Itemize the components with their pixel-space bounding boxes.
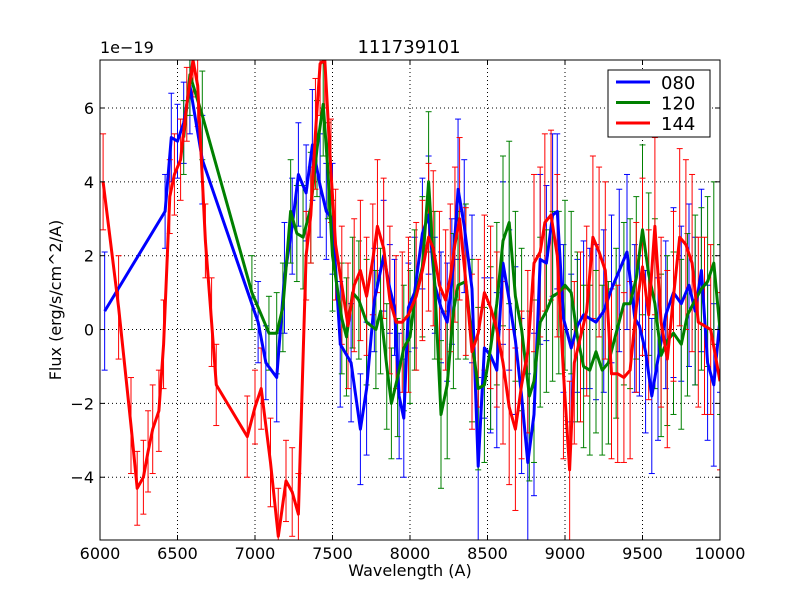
y-tick-label: 2 — [84, 247, 94, 266]
x-tick-label: 6500 — [157, 544, 198, 563]
y-axis-label: Flux (erg/s/cm^2/A) — [46, 220, 65, 381]
y-tick-label: −2 — [70, 394, 94, 413]
x-tick-label: 9000 — [545, 544, 586, 563]
y-tick-label: 0 — [84, 321, 94, 340]
x-tick-label: 6000 — [80, 544, 121, 563]
y-offset-text: 1e−19 — [100, 38, 154, 57]
x-tick-label: 7500 — [312, 544, 353, 563]
x-tick-label: 9500 — [622, 544, 663, 563]
x-tick-label: 10000 — [695, 544, 746, 563]
y-tick-label: −4 — [70, 468, 94, 487]
series-group — [100, 60, 720, 540]
y-tick-label: 6 — [84, 99, 94, 118]
series-line-144 — [101, 60, 720, 538]
x-tick-label: 8500 — [467, 544, 508, 563]
x-axis-label: Wavelength (A) — [348, 561, 471, 580]
x-tick-label: 8000 — [390, 544, 431, 563]
chart-title: 111739101 — [357, 37, 460, 58]
legend-label-120: 120 — [661, 94, 695, 115]
series-line-120 — [182, 73, 720, 416]
plot-area: 6000 6500 7000 7500 8000 8500 9000 9500 10000 −4 −… — [70, 59, 746, 563]
legend-label-144: 144 — [661, 114, 695, 135]
x-tick-label: 7000 — [235, 544, 276, 563]
y-tick-label: 4 — [84, 173, 94, 192]
legend-label-080: 080 — [661, 73, 695, 94]
